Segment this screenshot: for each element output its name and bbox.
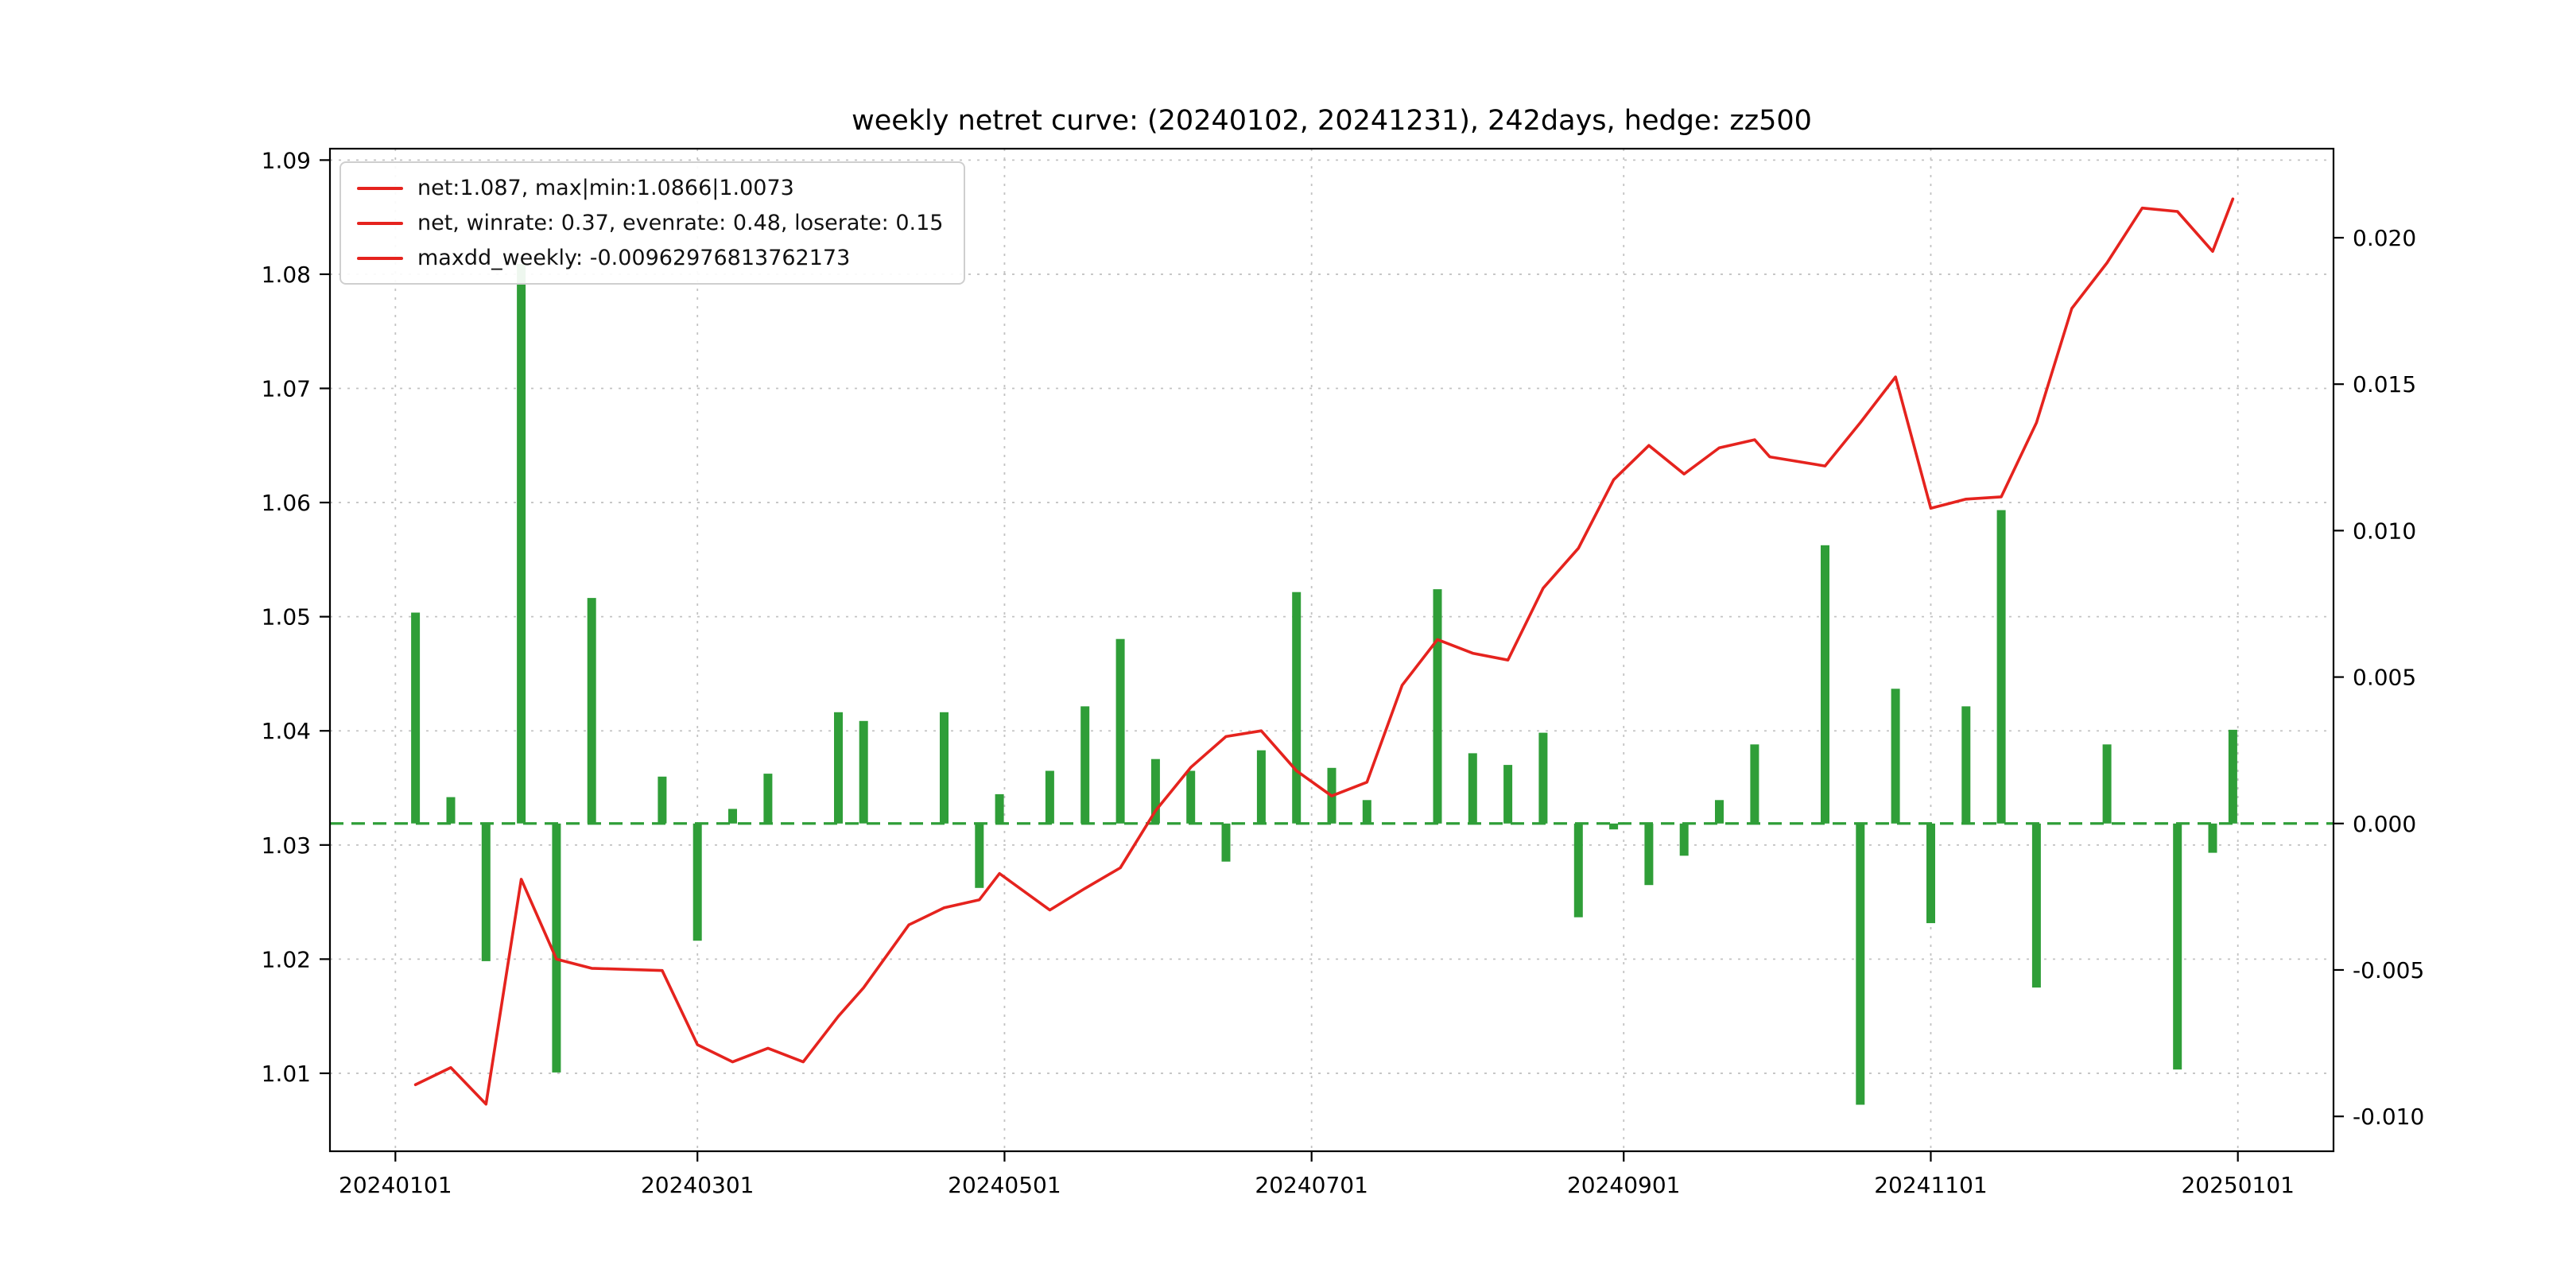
x-tick-label: 20250101 (2181, 1172, 2295, 1198)
weekly-return-bar (517, 264, 526, 824)
weekly-return-bar (1644, 823, 1654, 886)
y-left-tick-label: 1.01 (262, 1061, 311, 1087)
y-right-tick-label: 0.005 (2353, 665, 2416, 691)
y-left-tick-label: 1.08 (262, 262, 311, 288)
y-left-tick-label: 1.02 (262, 946, 311, 972)
x-tick-label: 20240301 (641, 1172, 755, 1198)
legend: net:1.087, max|min:1.0866|1.0073 net, win… (339, 161, 966, 285)
y-right-tick-label: 0.010 (2353, 518, 2416, 544)
weekly-return-bar (2208, 823, 2217, 853)
weekly-return-bar (692, 823, 702, 941)
weekly-return-bar (1573, 823, 1583, 918)
weekly-return-bar (763, 774, 773, 824)
weekly-return-bar (552, 823, 561, 1073)
x-tick-label: 20240101 (339, 1172, 452, 1198)
y-right-tick-label: 0.020 (2353, 225, 2416, 251)
weekly-return-bar (995, 793, 1004, 824)
weekly-return-bar (1256, 750, 1266, 824)
weekly-return-bar (1468, 753, 1477, 824)
weekly-return-bar (2228, 729, 2237, 824)
weekly-return-bar (1045, 770, 1054, 824)
weekly-return-bar (728, 809, 737, 824)
weekly-return-bar (1609, 823, 1619, 830)
x-tick-label: 20241101 (1874, 1172, 1988, 1198)
x-tick-label: 20240901 (1567, 1172, 1681, 1198)
weekly-return-bar (411, 612, 421, 824)
plot-border (328, 147, 2335, 1153)
weekly-return-bar (481, 823, 491, 961)
weekly-return-bar (1961, 706, 1971, 824)
weekly-return-bar (1433, 589, 1442, 824)
weekly-return-bar (1150, 758, 1160, 824)
weekly-return-bar (1186, 770, 1196, 824)
weekly-return-bar (1221, 823, 1231, 862)
y-left-tick-label: 1.05 (262, 604, 311, 630)
weekly-return-bar (1538, 732, 1548, 824)
weekly-return-bar (1750, 744, 1759, 824)
weekly-return-bar (975, 823, 984, 888)
weekly-return-bar (1856, 823, 1865, 1105)
weekly-return-bar (1362, 800, 1371, 824)
weekly-return-bar (587, 598, 596, 824)
legend-item: maxdd_weekly: -0.00962976813762173 (357, 246, 943, 270)
weekly-return-bar (940, 712, 949, 824)
y-left-tick-label: 1.06 (262, 490, 311, 516)
weekly-return-bar (1821, 545, 1829, 824)
chart-title: weekly netret curve: (20240102, 20241231… (852, 105, 1812, 137)
legend-line-swatch (357, 221, 403, 225)
weekly-return-bar (1926, 823, 1935, 924)
legend-line-swatch (357, 186, 403, 190)
weekly-return-bar (446, 797, 456, 824)
y-left-tick-label: 1.09 (262, 147, 311, 173)
legend-item-label: net:1.087, max|min:1.0866|1.0073 (417, 176, 794, 200)
y-right-tick-label: 0.015 (2353, 371, 2416, 398)
y-left-tick-label: 1.07 (262, 376, 311, 402)
weekly-return-bar (1115, 638, 1125, 824)
x-tick-label: 20240701 (1255, 1172, 1368, 1198)
weekly-return-bar (658, 776, 667, 824)
net-curve-line (413, 197, 2235, 1106)
y-right-tick-label: -0.005 (2353, 957, 2424, 983)
y-left-tick-label: 1.03 (262, 832, 311, 859)
weekly-return-bar (1080, 706, 1090, 824)
weekly-return-bar (1679, 823, 1689, 856)
y-right-tick-label: 0.000 (2353, 811, 2416, 837)
legend-item: net, winrate: 0.37, evenrate: 0.48, lose… (357, 211, 943, 235)
y-right-tick-label: -0.010 (2353, 1104, 2424, 1130)
legend-line-swatch (357, 256, 403, 260)
x-tick-label: 20240501 (948, 1172, 1061, 1198)
weekly-return-bar (859, 720, 868, 824)
weekly-return-bar (1891, 689, 1900, 824)
legend-item-label: maxdd_weekly: -0.00962976813762173 (417, 246, 851, 270)
weekly-return-bar (1292, 592, 1302, 824)
weekly-return-bar (1503, 765, 1513, 824)
legend-item-label: net, winrate: 0.37, evenrate: 0.48, lose… (417, 211, 944, 235)
weekly-return-bar (2173, 823, 2182, 1070)
weekly-return-bar (2102, 744, 2112, 824)
weekly-return-bar (1996, 510, 2006, 824)
weekly-return-bar (1715, 800, 1724, 824)
y-left-tick-label: 1.04 (262, 718, 311, 744)
legend-item: net:1.087, max|min:1.0866|1.0073 (357, 176, 943, 200)
weekly-return-bar (834, 712, 843, 824)
weekly-return-bar (2031, 823, 2041, 988)
